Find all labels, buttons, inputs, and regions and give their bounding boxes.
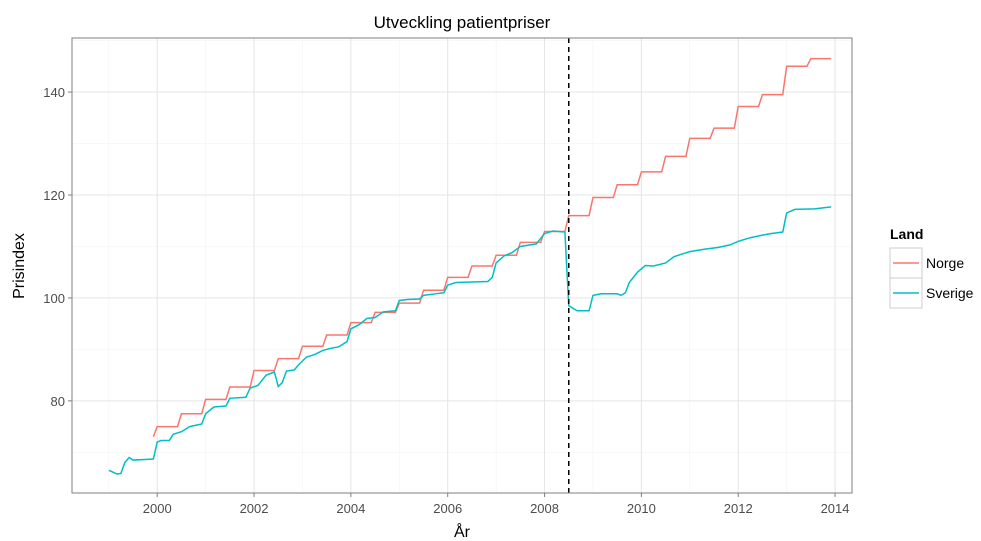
legend-label: Norge bbox=[926, 255, 964, 271]
legend-label: Sverige bbox=[926, 285, 974, 301]
legend-title: Land bbox=[890, 226, 923, 242]
x-tick-label: 2012 bbox=[724, 501, 753, 516]
x-tick-label: 2004 bbox=[336, 501, 365, 516]
x-tick-label: 2000 bbox=[143, 501, 172, 516]
x-tick-label: 2008 bbox=[530, 501, 559, 516]
x-tick-label: 2014 bbox=[821, 501, 850, 516]
y-tick-label: 80 bbox=[51, 394, 65, 409]
panel-border bbox=[71, 37, 853, 494]
legend: Land Norge Sverige bbox=[889, 226, 974, 309]
x-axis-label: År bbox=[454, 522, 471, 541]
lines bbox=[108, 38, 832, 493]
grid bbox=[72, 38, 852, 493]
series-line bbox=[152, 57, 832, 438]
y-tick-label: 100 bbox=[43, 291, 65, 306]
y-tick-label: 120 bbox=[43, 188, 65, 203]
y-tick-label: 140 bbox=[43, 85, 65, 100]
x-tick-label: 2006 bbox=[433, 501, 462, 516]
y-axis-label: Prisindex bbox=[11, 233, 28, 299]
series-line bbox=[108, 206, 832, 475]
x-tick-label: 2010 bbox=[627, 501, 656, 516]
chart-title: Utveckling patientpriser bbox=[374, 13, 551, 32]
panel bbox=[72, 38, 852, 493]
x-tick-label: 2002 bbox=[240, 501, 269, 516]
